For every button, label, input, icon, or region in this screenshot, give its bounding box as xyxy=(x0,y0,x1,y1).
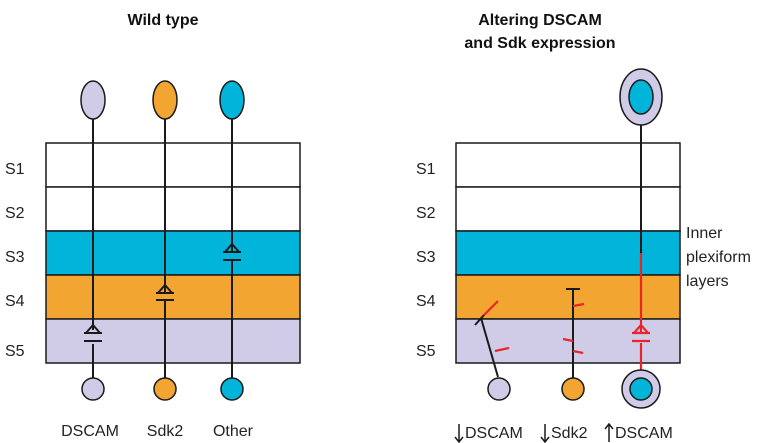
alt-dscam-misplaced-process-upper xyxy=(483,300,499,316)
layer-band-s1 xyxy=(45,142,301,188)
layer-label-s5: S5 xyxy=(5,343,25,360)
alt-label-dscam-down: DSCAM xyxy=(465,425,523,442)
down-arrow-icon xyxy=(540,424,550,443)
layer-label-s2: S2 xyxy=(5,205,25,222)
layer-label-s1: S1 xyxy=(5,161,25,178)
alt-dscam-neurite xyxy=(480,317,499,378)
side-note-line1: Inner xyxy=(686,225,723,242)
wt-label-dscam: DSCAM xyxy=(61,423,119,440)
alt-layer-band-s4 xyxy=(455,274,681,320)
wt-sdk2-upper-cell xyxy=(152,80,178,120)
alt-dscam-neurite-tip xyxy=(474,314,485,326)
alt-dscam-up-synapse-icon xyxy=(632,323,650,343)
wild-type-panel: S1 S2 S3 S4 S5 xyxy=(5,80,301,440)
up-arrow-icon xyxy=(604,422,614,442)
alt-layer-label-s5: S5 xyxy=(416,343,436,360)
wt-dscam-column xyxy=(80,80,106,401)
alt-dscam-down-cell xyxy=(487,377,511,401)
wt-label-sdk2: Sdk2 xyxy=(147,423,184,440)
altered-panel: S1 S2 S3 S4 S5 Inner plexiform layers xyxy=(416,68,751,443)
wt-dscam-synapse-icon xyxy=(84,323,102,342)
alt-layer-label-s3: S3 xyxy=(416,249,436,266)
alt-layer-label-s2: S2 xyxy=(416,205,436,222)
wt-dscam-lower-cell xyxy=(81,377,105,401)
wt-other-upper-cell xyxy=(219,80,245,120)
down-arrow-icon xyxy=(454,424,464,443)
alt-dscam-down-column xyxy=(474,300,511,401)
layer-band-s3 xyxy=(45,230,301,276)
layer-band-s2 xyxy=(45,186,301,232)
alt-dscam-up-upper-cell-inner xyxy=(628,79,654,115)
layer-label-s3: S3 xyxy=(5,249,25,266)
wt-sdk2-synapse-icon xyxy=(156,283,174,301)
layer-band-s4 xyxy=(45,274,301,320)
side-note-line3: layers xyxy=(686,273,729,290)
wt-sdk2-lower-cell xyxy=(153,377,177,401)
alt-layer-label-s1: S1 xyxy=(416,161,436,178)
layer-label-s4: S4 xyxy=(5,293,25,310)
alt-dscam-up-lower-cell-inner xyxy=(629,377,653,401)
wt-sdk2-column xyxy=(152,80,178,401)
alt-layer-band-s3 xyxy=(455,230,681,276)
alt-sdk2-misplaced-process-2 xyxy=(562,337,574,343)
panel-title-altered-line2: and Sdk expression xyxy=(464,35,615,52)
wt-other-lower-cell xyxy=(220,377,244,401)
panel-title-altered-line1: Altering DSCAM xyxy=(478,12,602,29)
panel-title-wild-type: Wild type xyxy=(128,12,199,29)
alt-layer-band-s1 xyxy=(455,142,681,188)
side-note-line2: plexiform xyxy=(686,249,751,266)
wt-other-column xyxy=(219,80,245,401)
alt-label-dscam-up: DSCAM xyxy=(615,425,673,442)
wt-other-synapse-icon xyxy=(223,242,241,261)
alt-dscam-up-column xyxy=(619,68,663,409)
wt-dscam-upper-cell xyxy=(80,80,106,120)
alt-sdk2-misplaced-process-1 xyxy=(572,302,585,308)
alt-layer-band-s2 xyxy=(455,186,681,232)
alt-label-sdk2-down: Sdk2 xyxy=(551,425,588,442)
alt-sdk2-down-column xyxy=(561,288,585,401)
alt-sdk2-misplaced-process-3 xyxy=(572,349,584,355)
wt-label-other: Other xyxy=(213,423,254,440)
alt-sdk2-down-cell xyxy=(561,377,585,401)
alt-layer-label-s4: S4 xyxy=(416,293,436,310)
alt-dscam-misplaced-process-lower xyxy=(494,346,510,353)
